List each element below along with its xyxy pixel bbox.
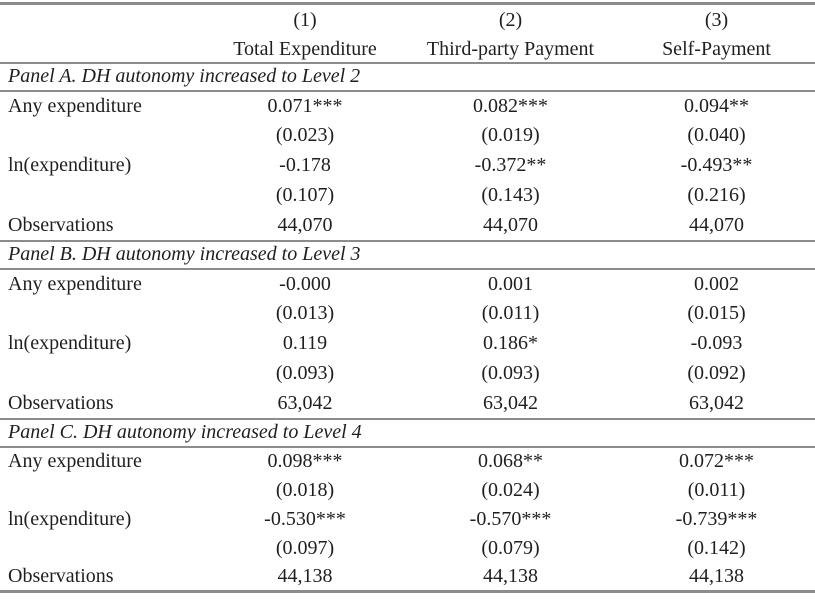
std-error-cell: (0.023)	[275, 124, 335, 146]
table-row: (0.018) (0.024) (0.011)	[0, 476, 815, 505]
std-error-cell: (0.142)	[687, 536, 746, 559]
observations-cell: 44,070	[277, 213, 333, 236]
row-label	[0, 534, 207, 563]
std-error-cell: (0.079)	[481, 536, 540, 559]
coefficient-cell: -0.739***	[675, 507, 758, 530]
column-number-2: (2)	[498, 9, 523, 32]
header-empty-cell	[0, 4, 207, 37]
coefficient-cell: -0.093	[690, 332, 743, 354]
coefficient-cell: 0.068**	[478, 450, 543, 472]
coefficient-cell: -0.570***	[469, 507, 552, 530]
table-row: ln(expenditure) -0.530*** -0.570*** -0.739*…	[0, 505, 815, 534]
panel-heading-row: Panel C. DH autonomy increased to Level …	[0, 417, 815, 448]
column-header-self-payment: Self-Payment	[618, 36, 815, 64]
coefficient-cell: 0.119	[282, 332, 328, 354]
table-row: Observations 44,138 44,138 44,138	[0, 563, 815, 592]
row-label	[0, 359, 207, 389]
std-error-cell: (0.018)	[275, 478, 335, 501]
column-number-3: (3)	[704, 9, 729, 32]
coefficient-cell: 0.072***	[679, 450, 754, 472]
observations-cell: 63,042	[483, 391, 538, 414]
row-label: Observations	[8, 564, 114, 587]
row-label	[0, 121, 207, 151]
coefficient-cell: 0.002	[694, 272, 739, 295]
std-error-cell: (0.093)	[275, 362, 335, 384]
panel-title: Panel A. DH autonomy increased to Level …	[0, 61, 815, 92]
results-table: (1) (2) (3) Total Expenditure Third-part…	[0, 2, 815, 593]
row-label: ln(expenditure)	[8, 507, 132, 530]
std-error-cell: (0.040)	[687, 124, 746, 146]
observations-cell: 44,138	[689, 564, 744, 587]
row-label: Any expenditure	[8, 94, 142, 117]
panel-heading-row: Panel B. DH autonomy increased to Level …	[0, 239, 815, 270]
std-error-cell: (0.024)	[481, 478, 540, 501]
column-header-third-party-payment: Third-party Payment	[403, 36, 618, 64]
row-label: Observations	[8, 391, 114, 414]
observations-cell: 44,138	[277, 564, 333, 587]
table-row: Any expenditure 0.071*** 0.082*** 0.094**	[0, 91, 815, 121]
row-label	[0, 299, 207, 329]
std-error-cell: (0.216)	[687, 184, 746, 206]
row-label: Observations	[8, 213, 114, 236]
header-empty-cell	[0, 36, 207, 64]
panel-heading-row: Panel A. DH autonomy increased to Level …	[0, 61, 815, 92]
table-row: (0.023) (0.019) (0.040)	[0, 121, 815, 151]
table-row: (0.013) (0.011) (0.015)	[0, 299, 815, 329]
row-label	[0, 181, 207, 211]
header-row-column-names: Total Expenditure Third-party Payment Se…	[0, 36, 815, 64]
std-error-cell: (0.015)	[687, 302, 746, 324]
std-error-cell: (0.107)	[275, 184, 335, 206]
std-error-cell: (0.019)	[481, 124, 540, 146]
row-label: ln(expenditure)	[8, 154, 132, 176]
coefficient-cell: 0.094**	[684, 94, 749, 117]
row-label: ln(expenditure)	[8, 332, 132, 354]
column-header-total-expenditure: Total Expenditure	[207, 36, 403, 64]
std-error-cell: (0.011)	[687, 478, 746, 501]
std-error-cell: (0.092)	[687, 362, 746, 384]
observations-cell: 63,042	[277, 391, 333, 414]
table-row: (0.093) (0.093) (0.092)	[0, 359, 815, 389]
coefficient-cell: 0.186*	[483, 332, 538, 354]
observations-cell: 63,042	[689, 391, 744, 414]
table-row: ln(expenditure) -0.178 -0.372** -0.493**	[0, 151, 815, 181]
std-error-cell: (0.093)	[481, 362, 540, 384]
std-error-cell: (0.013)	[275, 302, 335, 324]
row-label: Any expenditure	[8, 272, 142, 295]
header-row-column-numbers: (1) (2) (3)	[0, 4, 815, 37]
panel-title: Panel C. DH autonomy increased to Level …	[0, 417, 815, 448]
std-error-cell: (0.011)	[481, 302, 540, 324]
coefficient-cell: -0.493**	[680, 154, 753, 176]
std-error-cell: (0.097)	[275, 536, 335, 559]
column-number-1: (1)	[293, 9, 317, 32]
coefficient-cell: 0.071***	[267, 94, 343, 117]
table-row: Observations 44,070 44,070 44,070	[0, 211, 815, 241]
observations-cell: 44,070	[483, 213, 538, 236]
coefficient-cell: -0.372**	[474, 154, 547, 176]
coefficient-cell: -0.530***	[264, 507, 346, 530]
table-row: Any expenditure -0.000 0.001 0.002	[0, 269, 815, 299]
table-body: Panel A. DH autonomy increased to Level …	[0, 61, 815, 592]
observations-cell: 44,070	[689, 213, 744, 236]
coefficient-cell: 0.082***	[473, 94, 548, 117]
table-row: (0.097) (0.079) (0.142)	[0, 534, 815, 563]
observations-cell: 44,138	[483, 564, 538, 587]
panel-title: Panel B. DH autonomy increased to Level …	[0, 239, 815, 270]
coefficient-cell: -0.178	[279, 154, 331, 176]
table-row: Observations 63,042 63,042 63,042	[0, 389, 815, 419]
table-row: ln(expenditure) 0.119 0.186* -0.093	[0, 329, 815, 359]
coefficient-cell: 0.098***	[267, 450, 343, 472]
coefficient-cell: 0.001	[488, 272, 533, 295]
std-error-cell: (0.143)	[481, 184, 540, 206]
table-row: Any expenditure 0.098*** 0.068** 0.072***	[0, 447, 815, 476]
row-label	[0, 476, 207, 505]
table-row: (0.107) (0.143) (0.216)	[0, 181, 815, 211]
row-label: Any expenditure	[8, 450, 142, 472]
coefficient-cell: -0.000	[279, 272, 331, 295]
